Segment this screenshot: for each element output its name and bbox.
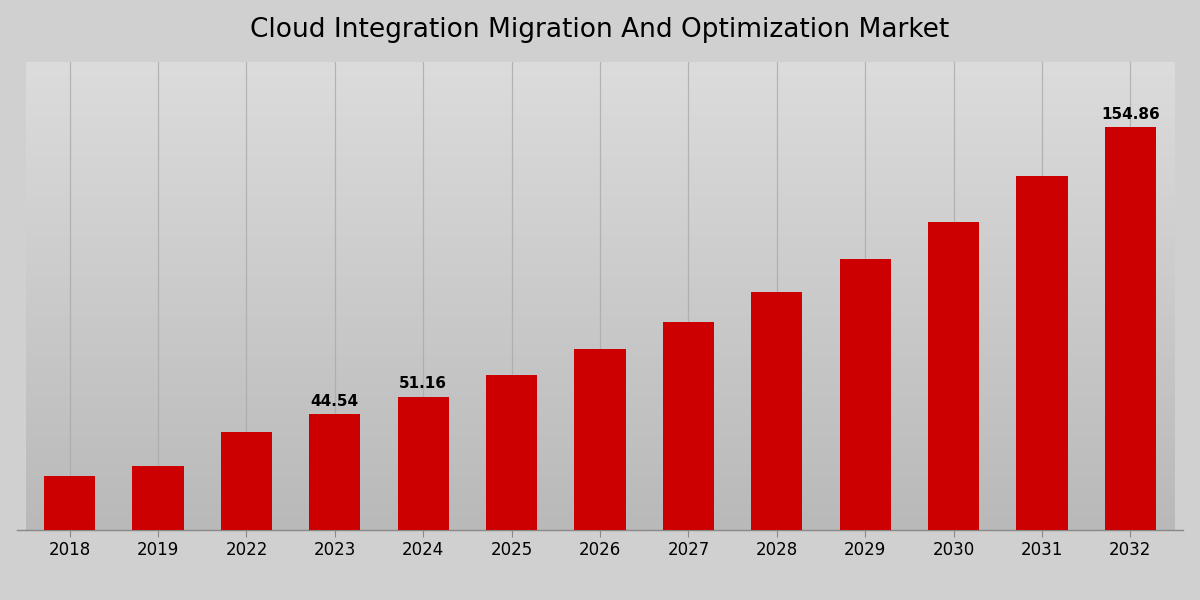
Title: Cloud Integration Migration And Optimization Market: Cloud Integration Migration And Optimiza… (251, 17, 949, 43)
Bar (397, 397, 449, 530)
Bar (1105, 127, 1156, 530)
Text: 44.54: 44.54 (311, 394, 359, 409)
Bar (221, 432, 272, 530)
Bar (310, 414, 360, 530)
Text: 154.86: 154.86 (1100, 107, 1159, 122)
Bar (840, 259, 890, 530)
Bar (928, 221, 979, 530)
Bar (44, 476, 95, 530)
Text: 51.16: 51.16 (400, 376, 448, 391)
Bar (486, 375, 538, 530)
Bar (1016, 176, 1068, 530)
Bar (132, 466, 184, 530)
Bar (751, 292, 803, 530)
Bar (575, 349, 625, 530)
Bar (662, 322, 714, 530)
